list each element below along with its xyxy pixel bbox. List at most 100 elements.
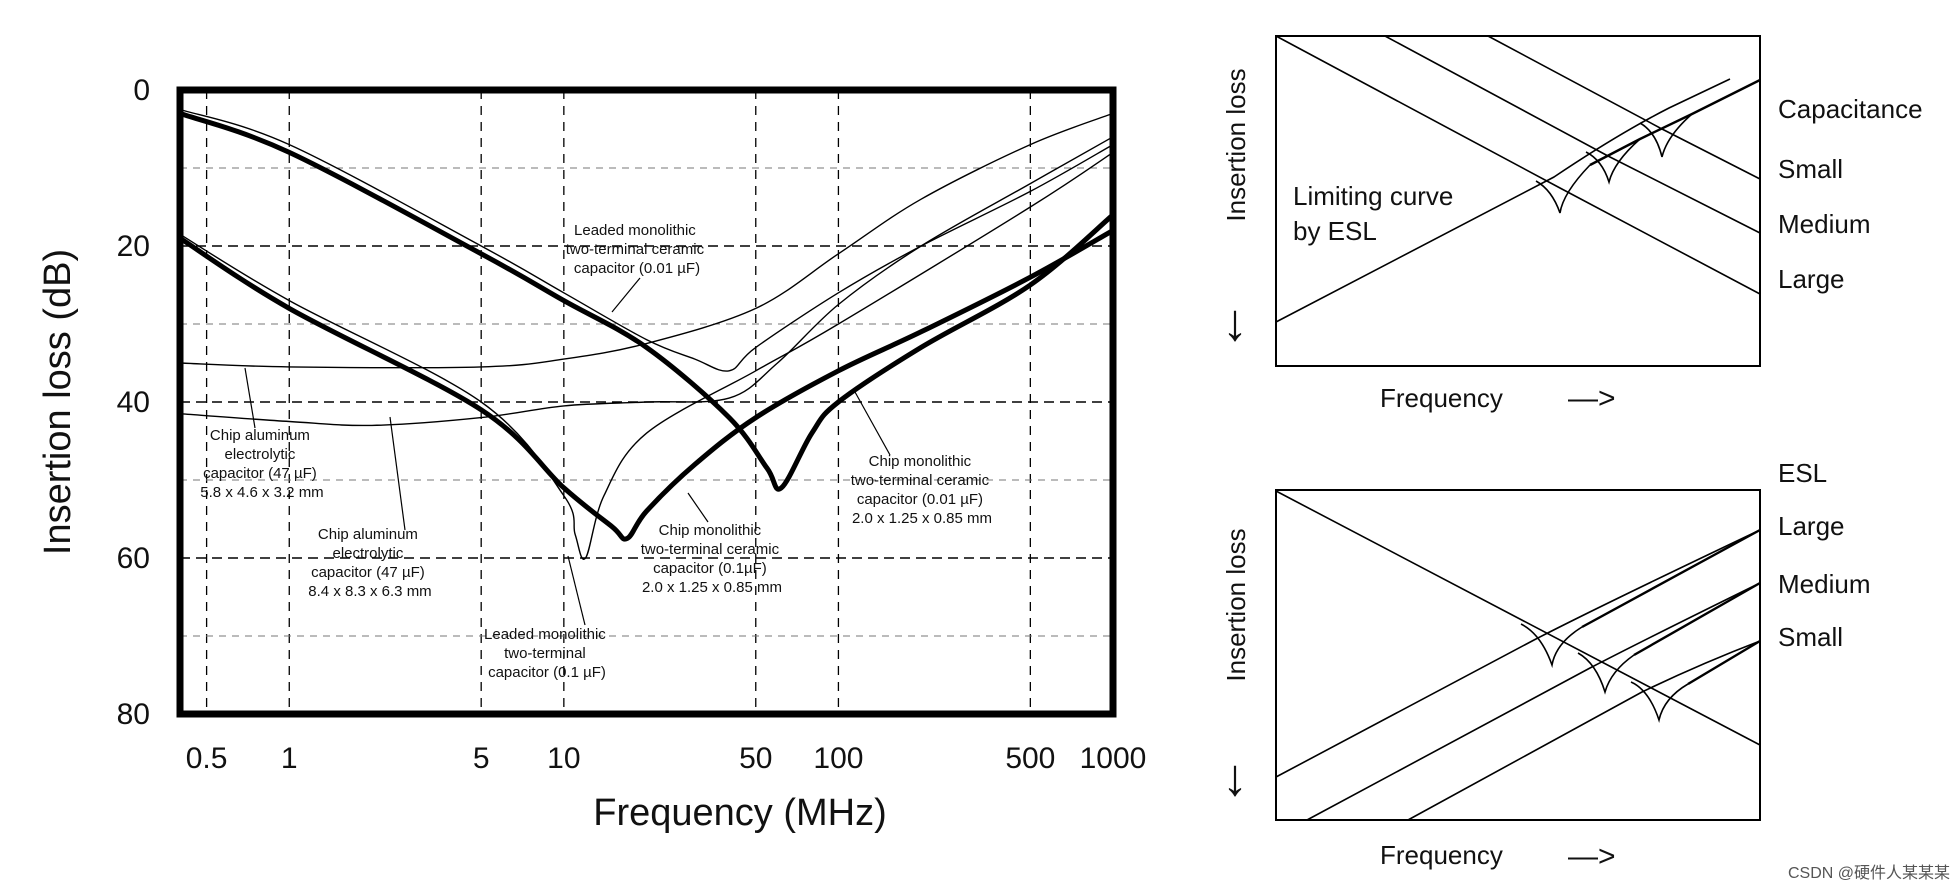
main-chart-y-axis-label: Insertion loss (dB) bbox=[37, 249, 79, 555]
bottom-cap-line bbox=[1275, 490, 1761, 746]
series-line bbox=[179, 151, 1114, 560]
ann-line: electrolytic bbox=[332, 545, 403, 562]
ann-line: Chip aluminum bbox=[210, 427, 310, 444]
ann-line: Leaded monolithic bbox=[484, 626, 606, 643]
y-tick-label: 20 bbox=[117, 230, 150, 263]
top-series-label-small: Small bbox=[1778, 154, 1843, 184]
ann-line: 5.8 x 4.6 x 3.2 mm bbox=[200, 484, 323, 501]
ann-line: 8.4 x 8.3 x 6.3 mm bbox=[308, 583, 431, 600]
leader-chip-01uf bbox=[687, 492, 709, 523]
x-tick-label: 100 bbox=[813, 742, 863, 775]
annotation-leaded-01uf: Leaded monolithic two-terminal capacitor… bbox=[484, 626, 610, 681]
ann-line: 2.0 x 1.25 x 0.85 mm bbox=[852, 510, 992, 527]
y-tick-label: 80 bbox=[117, 698, 150, 731]
ann-line: capacitor (47 µF) bbox=[203, 465, 317, 482]
top-series-label-medium: Medium bbox=[1778, 209, 1870, 239]
annotation-chip-al-58: Chip aluminum electrolytic capacitor (47… bbox=[200, 427, 323, 501]
ann-line: electrolytic bbox=[224, 446, 295, 463]
y-tick-label: 40 bbox=[117, 386, 150, 419]
bottom-right-diagram: Insertion loss ↓ Frequency —> ESL Large … bbox=[1221, 458, 1870, 873]
x-tick-label: 1 bbox=[281, 742, 298, 775]
x-tick-label: 0.5 bbox=[186, 742, 228, 775]
y-tick-label: 60 bbox=[117, 542, 150, 575]
bottom-diagram-header: ESL bbox=[1778, 458, 1827, 488]
top-diagram-frame bbox=[1275, 35, 1761, 367]
main-chart-x-axis-label: Frequency (MHz) bbox=[593, 792, 887, 834]
bottom-notch-medium bbox=[1577, 652, 1635, 695]
x-tick-label: 5 bbox=[473, 742, 490, 775]
y-tick-label: 0 bbox=[133, 74, 150, 107]
ann-line: two-terminal ceramic bbox=[851, 472, 990, 489]
top-notch-medium bbox=[1585, 138, 1641, 185]
top-cap-line-large bbox=[1275, 35, 1761, 295]
bottom-diagram-right-arrow-icon: —> bbox=[1568, 840, 1616, 873]
bottom-notch-large bbox=[1520, 623, 1583, 669]
bottom-diagram-down-arrow-icon: ↓ bbox=[1222, 749, 1248, 807]
series-line bbox=[179, 108, 1114, 372]
top-diagram-y-label: Insertion loss bbox=[1221, 68, 1251, 221]
main-chart-x-ticks: 0.5 1 5 10 50 100 500 1000 bbox=[186, 742, 1147, 775]
bottom-series-label-medium: Medium bbox=[1778, 569, 1870, 599]
bottom-thick-line bbox=[1581, 528, 1761, 686]
bottom-diagram-y-label: Insertion loss bbox=[1221, 528, 1251, 681]
main-chart-curves bbox=[177, 108, 1116, 560]
top-diagram-right-arrow-icon: —> bbox=[1568, 382, 1616, 415]
bottom-esl-line-medium bbox=[1306, 582, 1761, 821]
annotation-line: by ESL bbox=[1293, 216, 1377, 246]
annotation-chip-01uf: Chip monolithic two-terminal ceramic cap… bbox=[641, 522, 784, 596]
main-chart-frame bbox=[176, 86, 1117, 718]
bottom-esl-line-large bbox=[1275, 529, 1761, 778]
ann-line: capacitor (0.01 µF) bbox=[574, 260, 700, 277]
bottom-notch-small bbox=[1630, 681, 1689, 723]
bottom-series-label-large: Large bbox=[1778, 511, 1845, 541]
leader-leaded-01uf bbox=[567, 555, 586, 626]
ann-line: 2.0 x 1.25 x 0.85 mm bbox=[642, 579, 782, 596]
top-diagram-down-arrow-icon: ↓ bbox=[1222, 294, 1248, 352]
ann-line: two-terminal ceramic bbox=[641, 541, 780, 558]
series-line bbox=[177, 110, 1116, 492]
watermark: CSDN @硬件人某某某 bbox=[1787, 865, 1950, 882]
ann-line: Chip aluminum bbox=[318, 526, 418, 543]
ann-line: two-terminal bbox=[504, 645, 586, 662]
top-cap-line-small bbox=[1487, 35, 1761, 180]
top-diagram-annotation: Limiting curve by ESL bbox=[1293, 181, 1461, 246]
ann-line: capacitor (47 µF) bbox=[311, 564, 425, 581]
annotation-chip-al-84: Chip aluminum electrolytic capacitor (47… bbox=[308, 526, 431, 600]
x-tick-label: 10 bbox=[547, 742, 580, 775]
top-diagram-x-label: Frequency bbox=[1380, 383, 1503, 413]
main-chart: 0.5 1 5 10 50 100 500 1000 0 20 40 60 80 Frequency … bbox=[37, 74, 1146, 834]
main-chart-y-ticks: 0 20 40 60 80 bbox=[117, 74, 150, 731]
ann-line: Leaded monolithic bbox=[574, 222, 696, 239]
x-tick-label: 1000 bbox=[1080, 742, 1147, 775]
bottom-series-label-small: Small bbox=[1778, 622, 1843, 652]
annotation-leaded-001uf: Leaded monolithic two-terminal ceramic c… bbox=[566, 222, 709, 277]
ann-line: two-terminal ceramic bbox=[566, 241, 705, 258]
bottom-esl-line-small bbox=[1407, 640, 1761, 821]
series-line bbox=[179, 112, 1114, 369]
annotation-leaders bbox=[244, 277, 891, 626]
annotation-chip-001uf: Chip monolithic two-terminal ceramic cap… bbox=[851, 453, 994, 527]
ann-line: Chip monolithic bbox=[659, 522, 762, 539]
bottom-diagram-x-label: Frequency bbox=[1380, 840, 1503, 870]
x-tick-label: 50 bbox=[739, 742, 772, 775]
top-esl-limit-line bbox=[1275, 78, 1731, 323]
leader-chip-al-58 bbox=[244, 367, 256, 429]
ann-line: capacitor (0.1µF) bbox=[653, 560, 767, 577]
x-tick-label: 500 bbox=[1005, 742, 1055, 775]
bottom-diagram-frame bbox=[1275, 489, 1761, 821]
ann-line: capacitor (0.1 µF) bbox=[488, 664, 606, 681]
leader-leaded-001uf bbox=[611, 277, 641, 313]
ann-line: Chip monolithic bbox=[869, 453, 972, 470]
annotation-line: Limiting curve bbox=[1293, 181, 1453, 211]
top-diagram-header: Capacitance bbox=[1778, 94, 1923, 124]
top-right-diagram: Insertion loss ↓ Frequency —> Capacitanc… bbox=[1221, 35, 1923, 415]
series-line bbox=[177, 227, 1116, 542]
series-line bbox=[179, 136, 1114, 427]
top-notch-small bbox=[1639, 113, 1693, 158]
top-series-label-large: Large bbox=[1778, 264, 1845, 294]
ann-line: capacitor (0.01 µF) bbox=[857, 491, 983, 508]
leader-chip-al-84 bbox=[389, 416, 406, 531]
top-thick-line bbox=[1589, 78, 1761, 167]
